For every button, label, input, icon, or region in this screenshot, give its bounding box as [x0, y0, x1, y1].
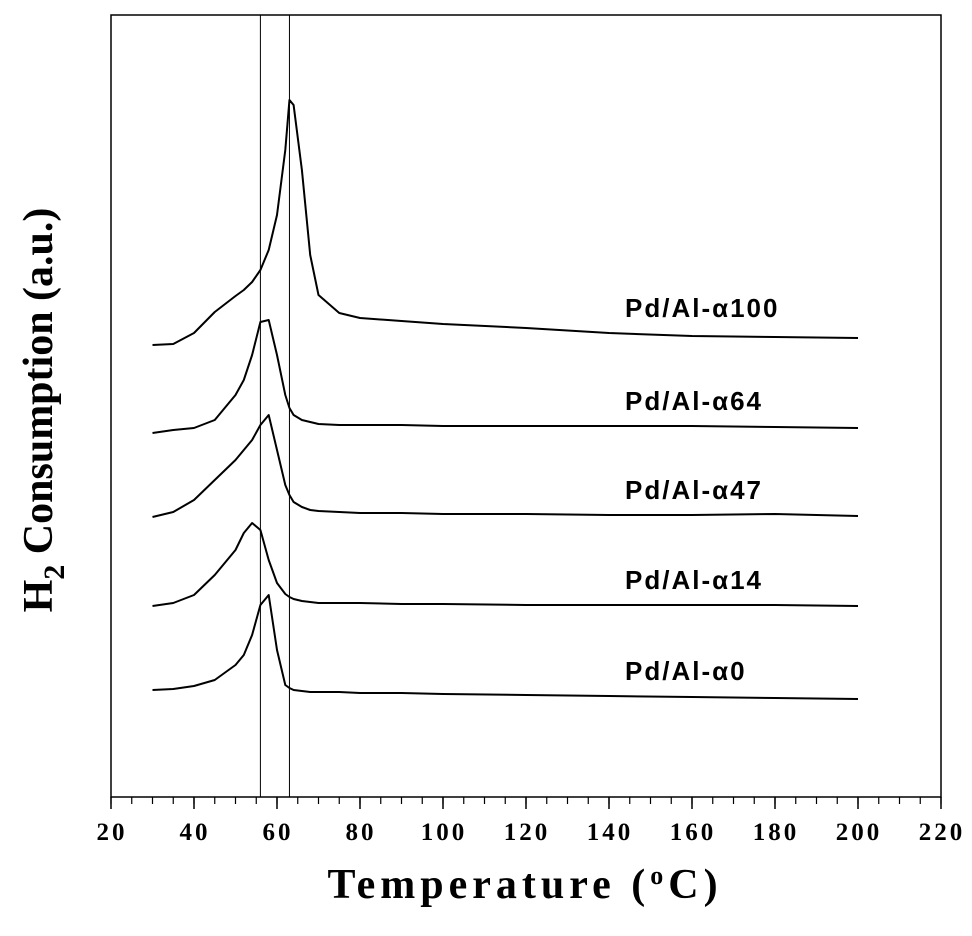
x-tick-label: 180 — [753, 819, 800, 846]
y-axis-label: H2 Consumption (a.u.) — [16, 208, 71, 613]
series-line — [152, 414, 859, 518]
x-tick-label: 140 — [587, 819, 634, 846]
x-tick-label: 40 — [180, 819, 211, 846]
series-label: Pd/Al-α64 — [625, 386, 763, 416]
x-tick-label: 120 — [504, 819, 551, 846]
x-axis-label: Temperature (oC) — [327, 861, 722, 908]
plot-frame — [110, 14, 942, 798]
x-tick-label: 220 — [919, 819, 966, 846]
y-label-text: Consumption (a.u.) — [16, 208, 62, 565]
series-label: Pd/Al-α14 — [625, 565, 763, 595]
series-line — [152, 594, 859, 700]
y-label-sub: 2 — [38, 565, 71, 580]
x-tick-label: 60 — [263, 819, 294, 846]
x-label-sup: o — [650, 861, 668, 890]
series-line — [152, 522, 859, 607]
series-label: Pd/Al-α100 — [625, 293, 779, 323]
series-label: Pd/Al-α0 — [625, 656, 747, 686]
series-line — [152, 99, 859, 346]
x-label-text: C) — [668, 862, 722, 908]
y-label-text: H — [16, 580, 62, 613]
x-tick-label: 20 — [97, 819, 128, 846]
x-tick-label: 80 — [346, 819, 377, 846]
x-tick-label: 200 — [836, 819, 883, 846]
series-line — [152, 319, 859, 434]
series-label: Pd/Al-α47 — [625, 475, 763, 505]
x-label-text: Temperature ( — [327, 862, 650, 908]
x-tick-label: 160 — [670, 819, 717, 846]
x-tick-label: 100 — [421, 819, 468, 846]
